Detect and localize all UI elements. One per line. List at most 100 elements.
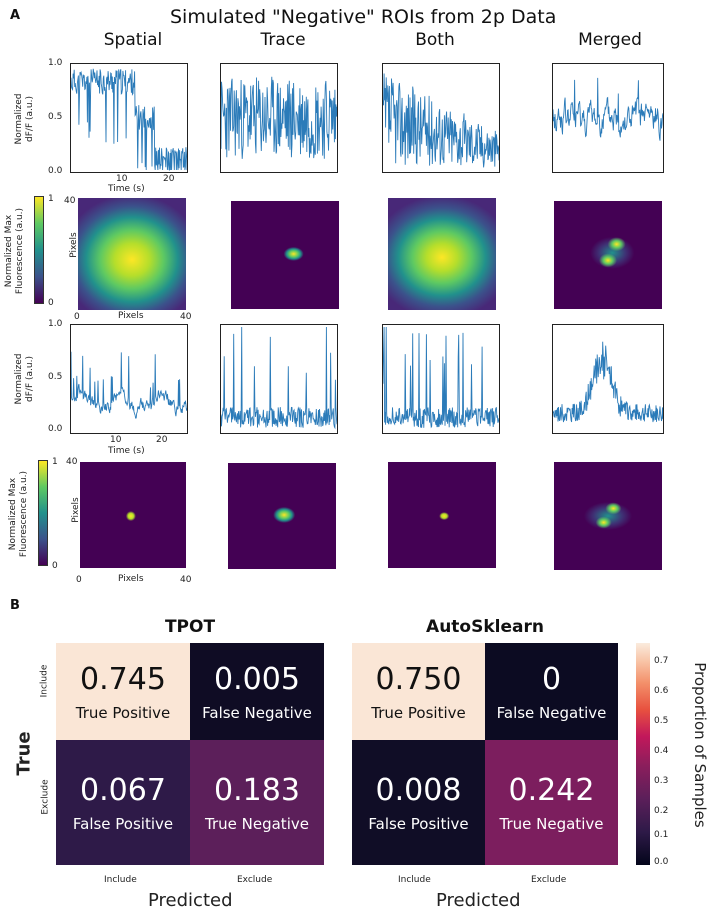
roi-image-trace-1: [231, 201, 339, 309]
cell-false-negative: 0 False Negative: [485, 643, 618, 740]
column-title-merged: Merged: [578, 30, 642, 50]
cell-value: 0.067: [80, 772, 166, 808]
colorbar-row2-bottom: 0: [48, 298, 54, 308]
row3-xtick-20: 20: [156, 435, 168, 445]
matrix-colorbar: [636, 643, 650, 865]
confusion-matrix-autosklearn: 0.750 True Positive 0 False Negative 0.0…: [352, 643, 618, 865]
row1-ytick-top: 1.0: [48, 58, 63, 68]
panel-b-letter: B: [10, 598, 20, 613]
cell-value: 0.005: [214, 661, 300, 697]
trace-plot-both-2: [382, 324, 500, 434]
trace-line: [221, 76, 337, 159]
cbar-tick-0.7: 0.7: [654, 656, 669, 666]
roi-image-spatial-2: [80, 462, 186, 568]
cell-true-positive: 0.745 True Positive: [56, 643, 190, 740]
trace-line: [383, 326, 499, 429]
row3-ytick-bottom: 0.0: [48, 424, 63, 434]
true-axis-label: True: [13, 731, 35, 776]
cell-true-positive: 0.750 True Positive: [352, 643, 485, 740]
row2-xlabel: Pixels: [118, 311, 144, 321]
cell-true-negative: 0.183 True Negative: [190, 740, 324, 865]
row3-xtick-10: 10: [110, 435, 122, 445]
row3-ytick-top: 1.0: [48, 319, 63, 329]
cell-false-positive: 0.067 False Positive: [56, 740, 190, 865]
row3-ytick-mid: 0.5: [48, 372, 63, 382]
cell-label: False Positive: [72, 814, 174, 833]
cell-value: 0.745: [80, 661, 166, 697]
row1-xlabel: Time (s): [108, 184, 145, 194]
trace-line: [383, 73, 499, 168]
trace-plot-trace-1: [220, 63, 338, 173]
row4-xlabel: Pixels: [118, 574, 144, 584]
roi-image-merged-1: [554, 201, 662, 309]
row2-ytick-40: 40: [64, 196, 76, 206]
trace-line: [71, 68, 187, 171]
cbar-tick-0.3: 0.3: [654, 776, 669, 786]
cbar-tick-0.0: 0.0: [654, 857, 669, 867]
cbar-tick-0.4: 0.4: [654, 746, 669, 756]
cbar-tick-0.6: 0.6: [654, 686, 669, 696]
cell-value: 0.008: [375, 772, 462, 808]
cell-false-negative: 0.005 False Negative: [190, 643, 324, 740]
cell-label: False Negative: [202, 703, 312, 722]
row-label-exclude: Exclude: [40, 779, 51, 815]
cell-true-negative: 0.242 True Negative: [485, 740, 618, 865]
roi-image-merged-2: [554, 462, 662, 570]
trace-line: [71, 351, 187, 419]
column-title-trace: Trace: [260, 30, 306, 50]
col-label-exclude-autosklearn: Exclude: [531, 875, 567, 885]
colorbar-row2: [34, 196, 44, 304]
trace-plot-spatial-1: [70, 63, 188, 173]
column-title-spatial: Spatial: [103, 30, 163, 50]
row4-xtick-40: 40: [180, 575, 192, 585]
matrix-title-tpot: TPOT: [164, 617, 216, 637]
cell-value: 0: [541, 661, 562, 697]
matrix-colorbar-label: Proportion of Samples: [691, 662, 708, 828]
cbar-tick-0.1: 0.1: [654, 830, 669, 840]
trace-plot-both-1: [382, 63, 500, 173]
row1-ytick-mid: 0.5: [48, 112, 63, 122]
row3-ylabel: Normalized dF/F (a.u.): [14, 353, 35, 405]
row2-colorbar-label: Normalized Max Fluorescence (a.u.): [4, 207, 25, 295]
cell-value: 0.242: [508, 772, 595, 808]
trace-plot-trace-2: [220, 324, 338, 434]
colorbar-row4: [38, 460, 48, 566]
row3-xlabel: Time (s): [108, 446, 145, 456]
cell-label: True Positive: [75, 703, 171, 722]
col-label-include-autosklearn: Include: [398, 875, 431, 885]
colorbar-row4-top: 1: [52, 457, 58, 467]
trace-plot-merged-2: [552, 324, 664, 434]
matrix-title-autosklearn: AutoSklearn: [426, 617, 544, 637]
trace-line: [553, 341, 663, 423]
row4-xtick-0: 0: [76, 575, 82, 585]
roi-image-both-1: [388, 198, 496, 310]
figure-title: Simulated "Negative" ROIs from 2p Data: [170, 6, 557, 28]
trace-line: [221, 326, 337, 430]
confusion-matrix-tpot: 0.745 True Positive 0.005 False Negative…: [56, 643, 324, 865]
colorbar-row2-top: 1: [48, 194, 54, 204]
col-label-exclude-tpot: Exclude: [237, 875, 273, 885]
row1-xtick-20: 20: [163, 174, 175, 184]
row2-xtick-40: 40: [180, 312, 192, 322]
cell-label: True Negative: [499, 814, 604, 833]
row2-xtick-0: 0: [74, 312, 80, 322]
predicted-axis-label-tpot: Predicted: [148, 890, 233, 911]
row1-xtick-10: 10: [116, 174, 128, 184]
trace-line: [553, 77, 663, 141]
cbar-tick-0.2: 0.2: [654, 806, 669, 816]
cell-label: False Positive: [368, 814, 469, 833]
roi-image-both-2: [388, 462, 496, 568]
roi-image-spatial-1: [78, 198, 186, 310]
cell-label: True Negative: [205, 814, 309, 833]
row1-ylabel: Normalized dF/F (a.u.): [14, 93, 35, 145]
colorbar-row4-bottom: 0: [52, 561, 58, 571]
predicted-axis-label-autosklearn: Predicted: [436, 890, 521, 911]
roi-image-trace-2: [228, 463, 336, 569]
trace-plot-merged-1: [552, 63, 664, 173]
row-label-include: Include: [39, 664, 50, 698]
panel-a-letter: A: [10, 8, 21, 23]
cbar-tick-0.5: 0.5: [654, 716, 669, 726]
cell-value: 0.183: [214, 772, 300, 808]
row1-ytick-bottom: 0.0: [48, 166, 63, 176]
trace-plot-spatial-2: [70, 324, 188, 434]
